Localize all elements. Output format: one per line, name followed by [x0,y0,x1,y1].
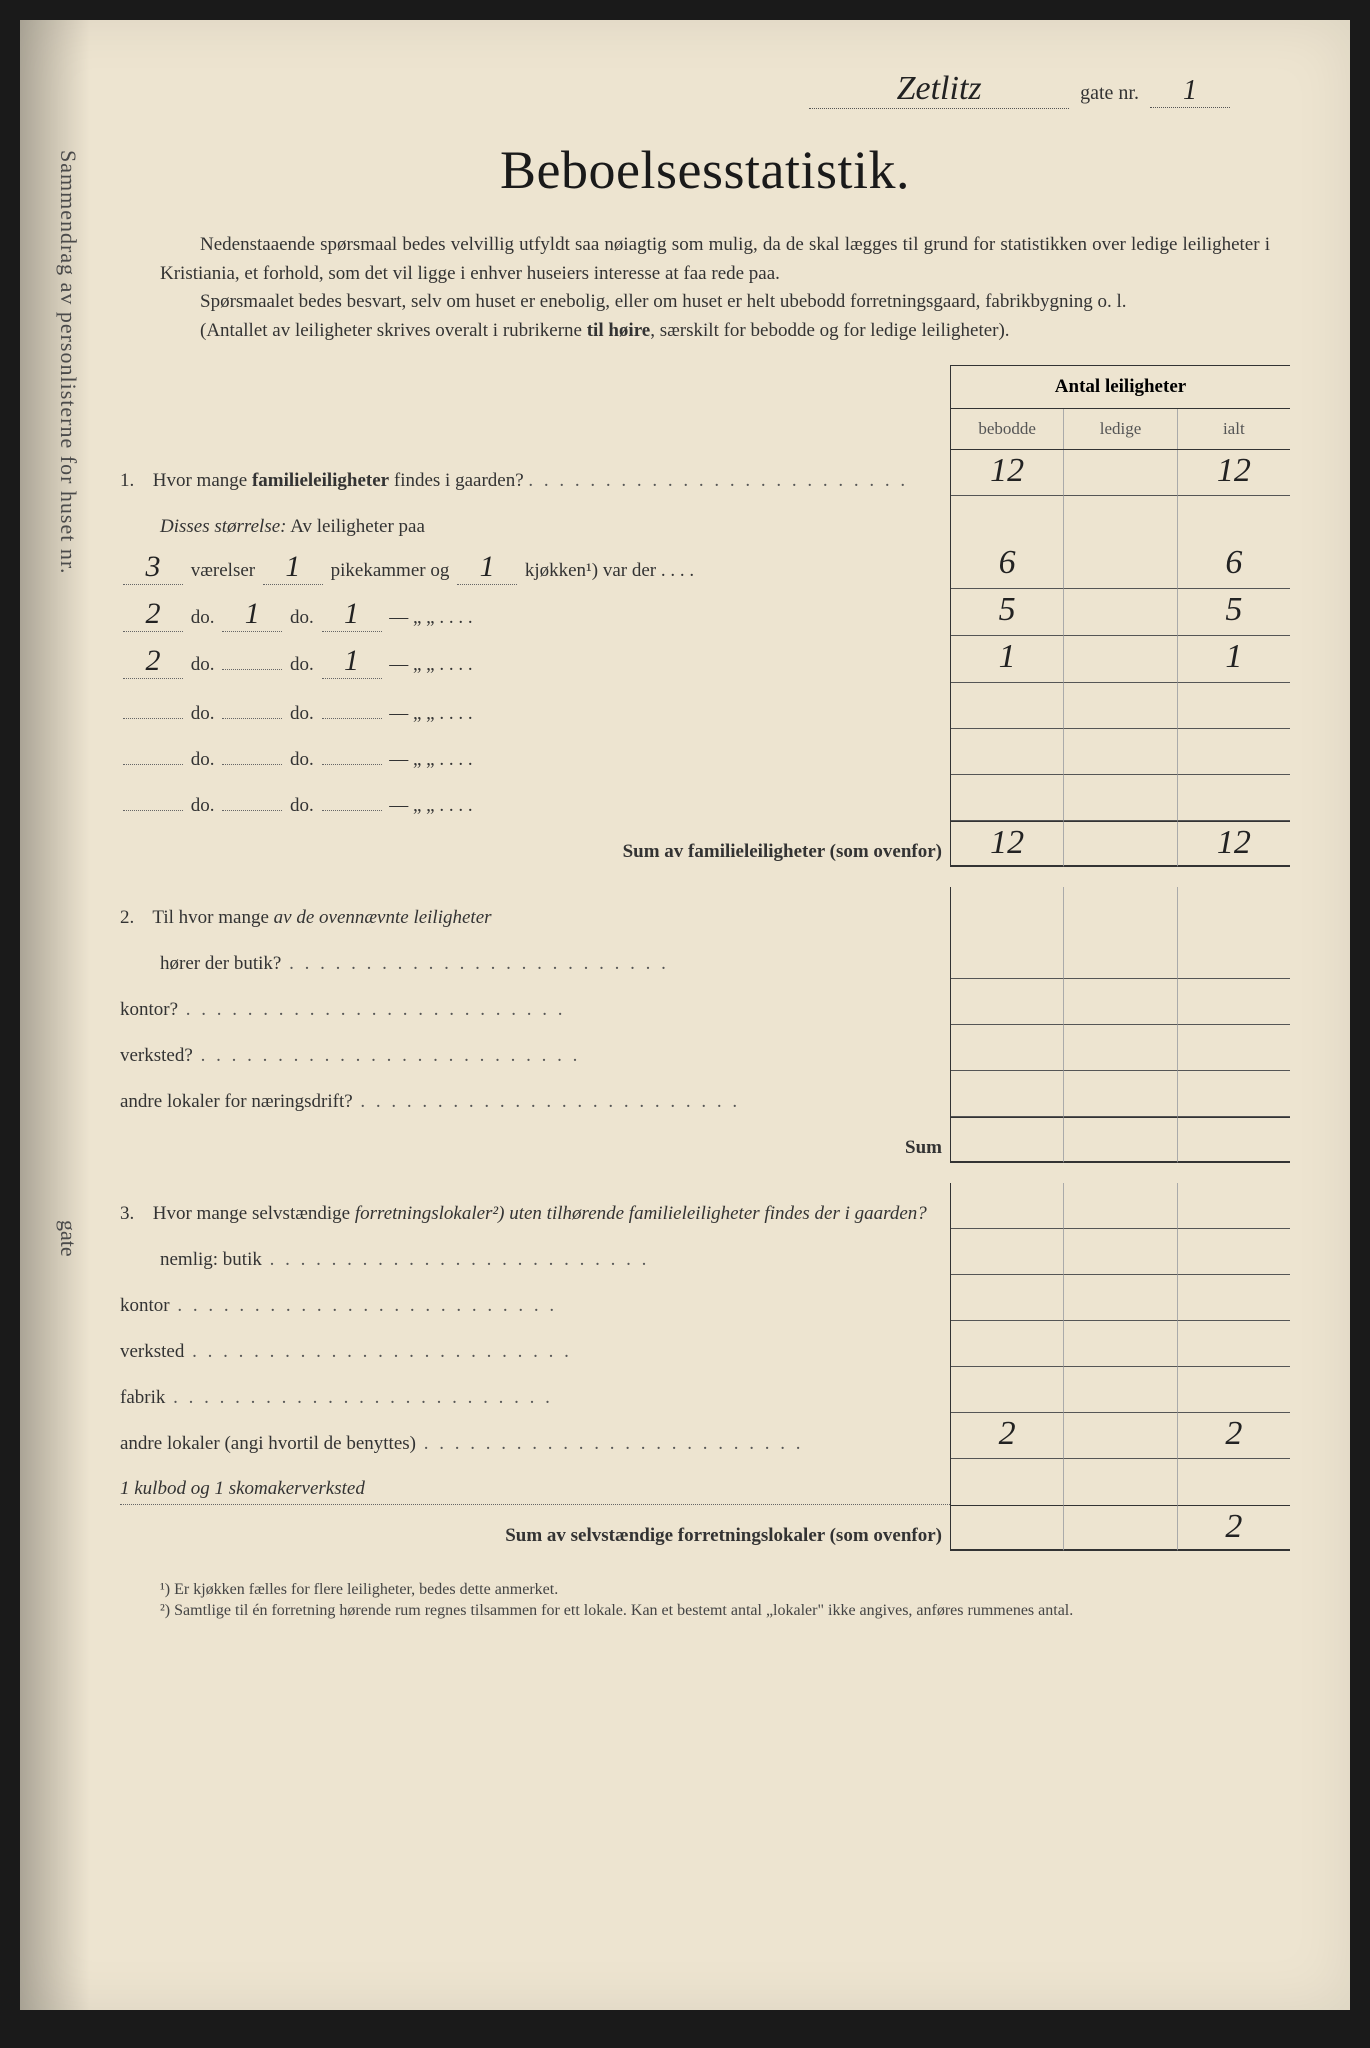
q2-sum-row: Sum [120,1117,1290,1163]
q2-item-row: kontor? [120,979,1290,1025]
size-row: do. do. — „ „ . . . . [120,775,1290,821]
size-row: 3 værelser 1 pikekammer og 1 kjøkken¹) v… [120,542,1290,589]
size-row: 2 do. 1 do. 1 — „ „ . . . . 5 5 [120,589,1290,636]
footnotes: ¹) Er kjøkken fælles for flere leilighet… [120,1581,1290,1620]
footnote-1: ¹) Er kjøkken fælles for flere leilighet… [160,1581,1290,1599]
q1-row: 1. Hvor mange familieleiligheter findes … [120,450,1290,496]
gate-number-handwritten: 1 [1150,75,1230,108]
sidebar-vertical-text: Sammendrag av personlisterne for huset n… [55,150,81,574]
intro-text: Nedenstaaende spørsmaal bedes velvillig … [160,231,1270,345]
size-row: 2 do. do. 1 — „ „ . . . . 1 1 [120,636,1290,683]
col-bebodde: bebodde [951,409,1063,449]
street-name-handwritten: Zetlitz [809,70,1069,109]
main-content: Antal leiligheter bebodde ledige ialt [120,365,1290,450]
q3-sum-row: Sum av selvstændige forretningslokaler (… [120,1505,1290,1551]
q2-row: 2. Til hvor mange av de ovennævnte leili… [120,887,1290,933]
document-page: Sammendrag av personlisterne for huset n… [20,20,1350,2010]
q2-horer-row: hører der butik? [120,933,1290,979]
amounts-subheader: bebodde ledige ialt [950,409,1290,450]
intro-p1: Nedenstaaende spørsmaal bedes velvillig … [160,231,1270,288]
q2-item-row: verksted? [120,1025,1290,1071]
q3-row: 3. Hvor mange selvstændige forretningslo… [120,1183,1290,1229]
amounts-header: Antal leiligheter [950,365,1290,409]
q1-values: 12 12 [950,450,1290,496]
page-title: Beboelsesstatistik. [120,139,1290,201]
q1-disses-row: Disses størrelse: Av leiligheter paa [120,496,1290,542]
q3-item-row: fabrik [120,1367,1290,1413]
intro-p2: Spørsmaalet bedes besvart, selv om huset… [160,288,1270,317]
q3-item-row: kontor [120,1275,1290,1321]
gate-label: gate nr. [1080,82,1139,104]
q3-nemlig-row: nemlig: butik [120,1229,1290,1275]
q2-item-row: andre lokaler for næringsdrift? [120,1071,1290,1117]
intro-p3: (Antallet av leiligheter skrives overalt… [160,317,1270,346]
q3-item-row: verksted [120,1321,1290,1367]
q3-andre-row: andre lokaler (angi hvortil de benyttes)… [120,1413,1290,1459]
size-row: do. do. — „ „ . . . . [120,729,1290,775]
amounts-column: Antal leiligheter bebodde ledige ialt [950,365,1290,450]
q1-sum-row: Sum av familieleiligheter (som ovenfor) … [120,821,1290,867]
size-row: do. do. — „ „ . . . . [120,683,1290,729]
sidebar-vertical-text-2: gate [55,1220,81,1257]
footnote-2: ²) Samtlige til én forretning hørende ru… [160,1602,1290,1620]
questions-column [120,365,950,450]
col-ialt: ialt [1177,409,1290,449]
col-ledige: ledige [1063,409,1176,449]
q3-handwritten-row: 1 kulbod og 1 skomakerverksted [120,1459,1290,1505]
header-line: Zetlitz gate nr. 1 [120,70,1230,109]
